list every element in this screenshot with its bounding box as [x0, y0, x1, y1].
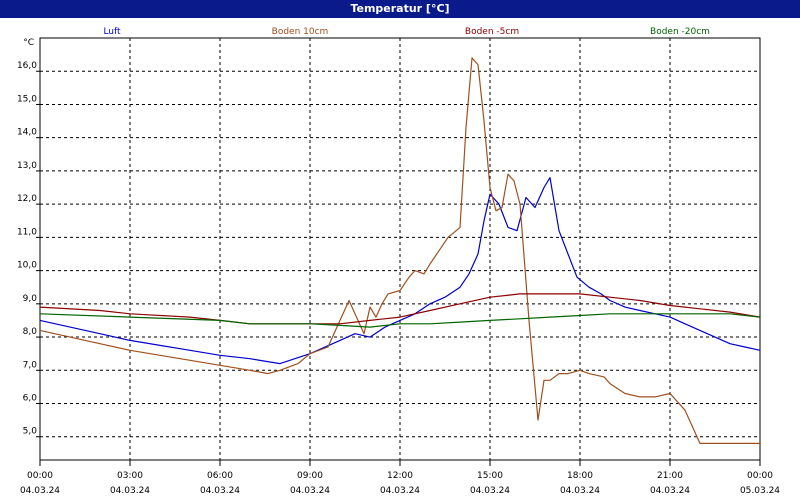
x-tick-label-time: 18:00 — [567, 471, 593, 481]
legend-entry: Boden 10cm — [272, 27, 329, 37]
series-line — [39, 57, 760, 444]
chart-area: 5,0 6,0 7,0 8,0 9,0 10,0 11,0 12,0 13,0 14,0 15,0 1… — [0, 18, 800, 500]
y-tick-label: 16,0 — [17, 61, 37, 71]
y-tick-label: 10,0 — [17, 261, 37, 271]
x-tick-label-time: 06:00 — [207, 471, 233, 481]
y-tick-label: 9,0 — [23, 294, 38, 304]
x-tick-label-date: 04.03.24 — [650, 486, 690, 496]
x-tick-label-date: 05.03.24 — [740, 486, 780, 496]
y-tick-label: 14,0 — [17, 128, 37, 138]
legend-entry: Boden -5cm — [465, 27, 519, 37]
y-tick-label: 7,0 — [23, 360, 38, 370]
x-tick-label-date: 04.03.24 — [110, 486, 150, 496]
y-tick-label: 12,0 — [17, 194, 37, 204]
x-tick-label-date: 04.03.24 — [290, 486, 330, 496]
x-tick-label-time: 12:00 — [387, 471, 413, 481]
y-tick-label: 5,0 — [23, 427, 38, 437]
y-tick-label: 13,0 — [17, 161, 37, 171]
x-tick-label-time: 00:00 — [747, 471, 773, 481]
x-tick-label-time: 09:00 — [297, 471, 323, 481]
x-tick-label-date: 04.03.24 — [470, 486, 510, 496]
series-line — [39, 313, 761, 328]
x-tick-label-date: 04.03.24 — [560, 486, 600, 496]
chart-title: Temperatur [°C] — [0, 0, 800, 18]
series-line — [39, 177, 761, 365]
x-tick-label-date: 04.03.24 — [380, 486, 420, 496]
x-tick-label-date: 04.03.24 — [20, 486, 60, 496]
series-line — [39, 293, 761, 325]
y-tick-label: 11,0 — [17, 227, 37, 237]
y-tick-label: 15,0 — [17, 94, 37, 104]
x-tick-label-time: 21:00 — [657, 471, 683, 481]
x-tick-label-time: 15:00 — [477, 471, 503, 481]
x-tick-label-time: 03:00 — [117, 471, 143, 481]
legend-entry: Luft — [103, 27, 121, 37]
y-tick-label: 8,0 — [23, 327, 38, 337]
legend-entry: Boden -20cm — [650, 27, 710, 37]
x-tick-label-date: 04.03.24 — [200, 486, 240, 496]
y-axis-label: °C — [23, 38, 34, 48]
x-tick-label-time: 00:00 — [27, 471, 53, 481]
y-tick-label: 6,0 — [23, 394, 38, 404]
temperature-chart: 5,0 6,0 7,0 8,0 9,0 10,0 11,0 12,0 13,0 14,0 15,0 1… — [17, 27, 780, 496]
